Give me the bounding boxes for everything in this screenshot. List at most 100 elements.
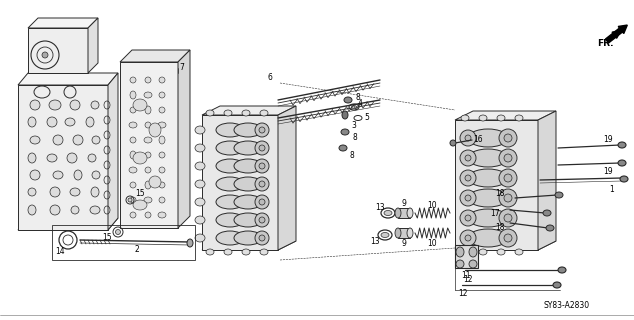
Ellipse shape: [460, 230, 476, 246]
Ellipse shape: [133, 99, 147, 111]
Ellipse shape: [469, 260, 477, 268]
Text: 15: 15: [102, 234, 112, 243]
Ellipse shape: [465, 175, 471, 181]
Ellipse shape: [234, 231, 262, 245]
Text: 8: 8: [353, 132, 358, 141]
Ellipse shape: [206, 110, 214, 116]
Ellipse shape: [65, 118, 75, 126]
Ellipse shape: [456, 247, 464, 257]
Ellipse shape: [216, 195, 244, 209]
Polygon shape: [88, 18, 98, 73]
Ellipse shape: [384, 211, 392, 215]
Ellipse shape: [115, 229, 120, 235]
Ellipse shape: [479, 249, 487, 255]
Ellipse shape: [255, 213, 269, 227]
Ellipse shape: [206, 249, 214, 255]
Polygon shape: [202, 115, 278, 250]
Ellipse shape: [195, 198, 205, 206]
Polygon shape: [398, 228, 410, 238]
Polygon shape: [202, 241, 296, 250]
Polygon shape: [28, 28, 88, 73]
Ellipse shape: [460, 130, 476, 146]
Text: 1: 1: [610, 186, 614, 195]
Polygon shape: [178, 50, 190, 228]
Ellipse shape: [468, 209, 508, 227]
Ellipse shape: [259, 127, 265, 133]
Polygon shape: [120, 62, 178, 228]
Ellipse shape: [407, 208, 413, 218]
Ellipse shape: [71, 206, 79, 214]
Ellipse shape: [92, 136, 100, 144]
Ellipse shape: [499, 209, 517, 227]
Ellipse shape: [130, 91, 136, 99]
Ellipse shape: [456, 260, 464, 268]
Ellipse shape: [159, 77, 165, 83]
Ellipse shape: [91, 101, 99, 109]
Ellipse shape: [259, 145, 265, 151]
Text: 17: 17: [490, 209, 500, 218]
Polygon shape: [18, 218, 118, 230]
Ellipse shape: [255, 159, 269, 173]
Ellipse shape: [469, 247, 477, 257]
Ellipse shape: [234, 213, 262, 227]
Ellipse shape: [145, 167, 151, 173]
Ellipse shape: [28, 153, 36, 163]
Ellipse shape: [468, 169, 508, 187]
Ellipse shape: [395, 208, 401, 218]
Ellipse shape: [74, 170, 82, 180]
Ellipse shape: [259, 199, 265, 205]
Ellipse shape: [216, 123, 244, 137]
Ellipse shape: [543, 210, 551, 216]
Ellipse shape: [499, 189, 517, 207]
Ellipse shape: [339, 145, 347, 151]
Ellipse shape: [30, 100, 40, 110]
Ellipse shape: [149, 176, 161, 188]
Ellipse shape: [515, 115, 523, 121]
Ellipse shape: [499, 149, 517, 167]
Text: 9: 9: [401, 198, 406, 207]
Ellipse shape: [620, 176, 628, 182]
Ellipse shape: [144, 92, 152, 98]
Polygon shape: [455, 120, 538, 250]
Ellipse shape: [28, 188, 36, 196]
Ellipse shape: [187, 239, 193, 247]
Text: 5: 5: [365, 113, 370, 122]
Text: 13: 13: [370, 237, 380, 246]
Ellipse shape: [195, 144, 205, 152]
Polygon shape: [398, 208, 410, 218]
Ellipse shape: [468, 189, 508, 207]
Text: 12: 12: [458, 289, 468, 298]
Ellipse shape: [145, 181, 151, 189]
Polygon shape: [202, 106, 296, 115]
Ellipse shape: [259, 163, 265, 169]
Ellipse shape: [70, 100, 80, 110]
Text: 9: 9: [401, 238, 406, 247]
Ellipse shape: [28, 117, 36, 127]
Ellipse shape: [259, 181, 265, 187]
Ellipse shape: [92, 171, 100, 179]
Text: 8: 8: [349, 150, 354, 159]
Ellipse shape: [553, 282, 561, 288]
Ellipse shape: [465, 235, 471, 241]
Ellipse shape: [149, 123, 161, 137]
Ellipse shape: [129, 122, 137, 128]
Ellipse shape: [468, 149, 508, 167]
Ellipse shape: [344, 97, 352, 103]
Text: 6: 6: [268, 74, 273, 83]
Ellipse shape: [497, 115, 505, 121]
Text: 10: 10: [427, 201, 437, 210]
Ellipse shape: [158, 122, 166, 128]
Ellipse shape: [555, 192, 563, 198]
Ellipse shape: [468, 129, 508, 147]
Polygon shape: [18, 85, 108, 230]
Ellipse shape: [465, 215, 471, 221]
Ellipse shape: [130, 182, 136, 188]
Ellipse shape: [145, 77, 151, 83]
Ellipse shape: [49, 100, 61, 110]
Ellipse shape: [260, 249, 268, 255]
Ellipse shape: [468, 229, 508, 247]
Ellipse shape: [216, 213, 244, 227]
Ellipse shape: [460, 150, 476, 166]
Text: 13: 13: [375, 203, 385, 212]
Ellipse shape: [504, 154, 512, 162]
